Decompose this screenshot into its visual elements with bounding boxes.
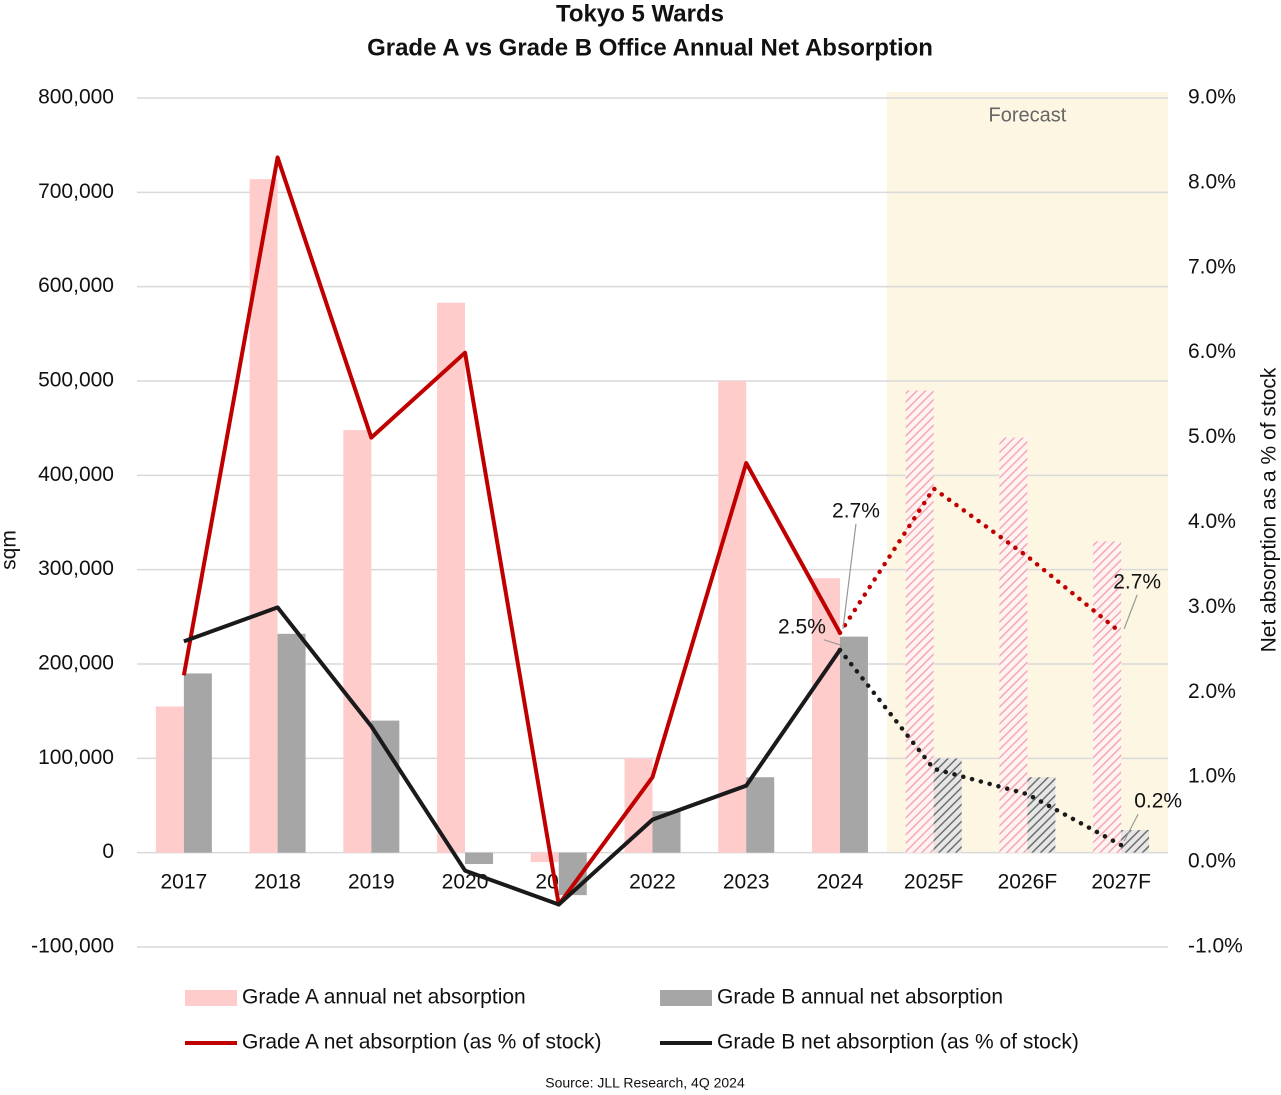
legend-swatch (660, 990, 712, 1006)
x-tick-label: 2020 (442, 871, 489, 894)
x-tick-label: 2022 (629, 871, 676, 894)
x-tick-label: 2024 (817, 871, 864, 894)
x-tick-label: 2026F (998, 871, 1058, 894)
label-leader (1123, 594, 1138, 630)
y2-tick-label: 9.0% (1188, 86, 1236, 109)
bar (437, 302, 466, 853)
bar (183, 673, 212, 853)
bar (371, 720, 400, 853)
bar (1121, 830, 1150, 853)
y2-tick-label: 0.0% (1188, 850, 1236, 873)
chart-title: Tokyo 5 Wards (556, 0, 724, 27)
forecast-label: Forecast (989, 104, 1067, 126)
legend-label: Grade B net absorption (as % of stock) (717, 1031, 1079, 1054)
x-tick-label: 2023 (723, 871, 770, 894)
y2-tick-label: 4.0% (1188, 510, 1236, 533)
line-forecast (837, 647, 1124, 848)
y-tick-label: 600,000 (38, 274, 114, 297)
source: Source: JLL Research, 4Q 2024 (545, 1075, 745, 1091)
legend-swatch (185, 990, 237, 1006)
legend-label: Grade B annual net absorption (717, 986, 1003, 1009)
y2-tick-label: -1.0% (1188, 935, 1243, 958)
line (181, 155, 842, 907)
bar (839, 636, 868, 853)
line (183, 605, 842, 907)
y2-tick-label: 6.0% (1188, 340, 1236, 363)
y2-tick-label: 7.0% (1188, 255, 1236, 278)
bar (530, 852, 559, 863)
data-label: 2.5% (778, 615, 826, 638)
chart-subtitle: Grade A vs Grade B Office Annual Net Abs… (367, 34, 933, 61)
y2-tick-label: 5.0% (1188, 425, 1236, 448)
bar (155, 706, 184, 853)
bar (999, 437, 1028, 853)
bar (465, 852, 494, 864)
x-tick-label: 2027F (1091, 871, 1151, 894)
bar (277, 633, 306, 853)
data-label: 2.7% (1113, 570, 1161, 593)
bar (1093, 541, 1122, 853)
legend-label: Grade A annual net absorption (242, 986, 526, 1009)
bar (905, 390, 934, 853)
y2-tick-label: 2.0% (1188, 680, 1236, 703)
y-tick-label: 200,000 (38, 652, 114, 675)
x-tick-label: 2017 (161, 871, 208, 894)
x-tick-label: 2025F (904, 871, 964, 894)
y-tick-label: -100,000 (31, 935, 114, 958)
y-tick-label: 500,000 (38, 369, 114, 392)
data-label: 0.2% (1134, 790, 1182, 813)
y2-axis-label: Net absorption as a % of stock (1258, 367, 1281, 652)
y-axis-label: sqm (0, 530, 21, 570)
y-tick-label: 0 (102, 840, 114, 863)
bar (343, 430, 372, 853)
bar (1027, 777, 1056, 853)
bar (718, 381, 747, 853)
label-leader (823, 639, 844, 647)
y2-tick-label: 1.0% (1188, 765, 1236, 788)
y-tick-label: 400,000 (38, 463, 114, 486)
x-tick-label: 2018 (254, 871, 301, 894)
x-tick-label: 2019 (348, 871, 395, 894)
y-tick-label: 100,000 (38, 746, 114, 769)
y-tick-label: 800,000 (38, 86, 114, 109)
bar (624, 758, 653, 853)
y-tick-label: 700,000 (38, 180, 114, 203)
y2-tick-label: 8.0% (1188, 170, 1236, 193)
y2-tick-label: 3.0% (1188, 595, 1236, 618)
bar (746, 777, 775, 853)
data-label: 2.7% (832, 499, 880, 522)
label-leader (842, 523, 857, 629)
legend-label: Grade A net absorption (as % of stock) (242, 1031, 602, 1054)
y-tick-label: 300,000 (38, 557, 114, 580)
label-leader (1123, 813, 1139, 842)
bar (933, 758, 962, 853)
